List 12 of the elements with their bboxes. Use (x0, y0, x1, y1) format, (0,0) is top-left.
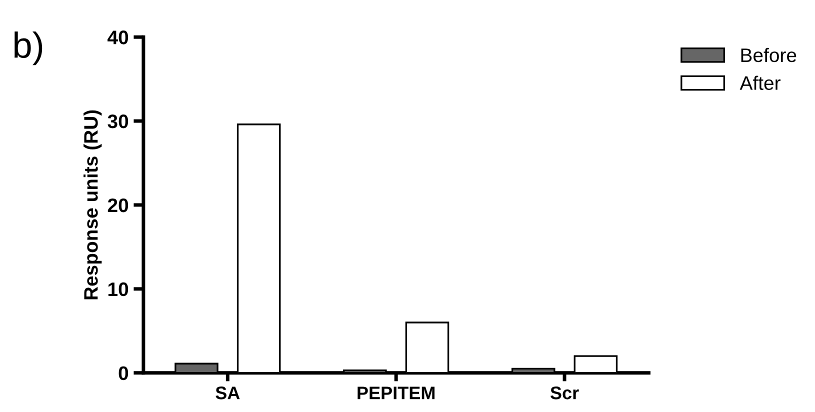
legend-label: Before (741, 48, 796, 62)
y-tick-label: 0 (118, 366, 128, 380)
y-tick-label: 40 (108, 30, 128, 44)
x-tick-label: SA (216, 386, 240, 400)
x-tick-label: Scr (550, 386, 579, 400)
legend-label: After (740, 76, 780, 90)
y-tick-label: 30 (108, 114, 128, 128)
y-tick-label: 10 (108, 282, 128, 296)
y-tick-label: 20 (108, 198, 128, 212)
y-axis-title: Response units (RU) (84, 110, 102, 300)
x-tick-label: PEPITEM (358, 386, 435, 400)
text: b) (14, 32, 42, 66)
